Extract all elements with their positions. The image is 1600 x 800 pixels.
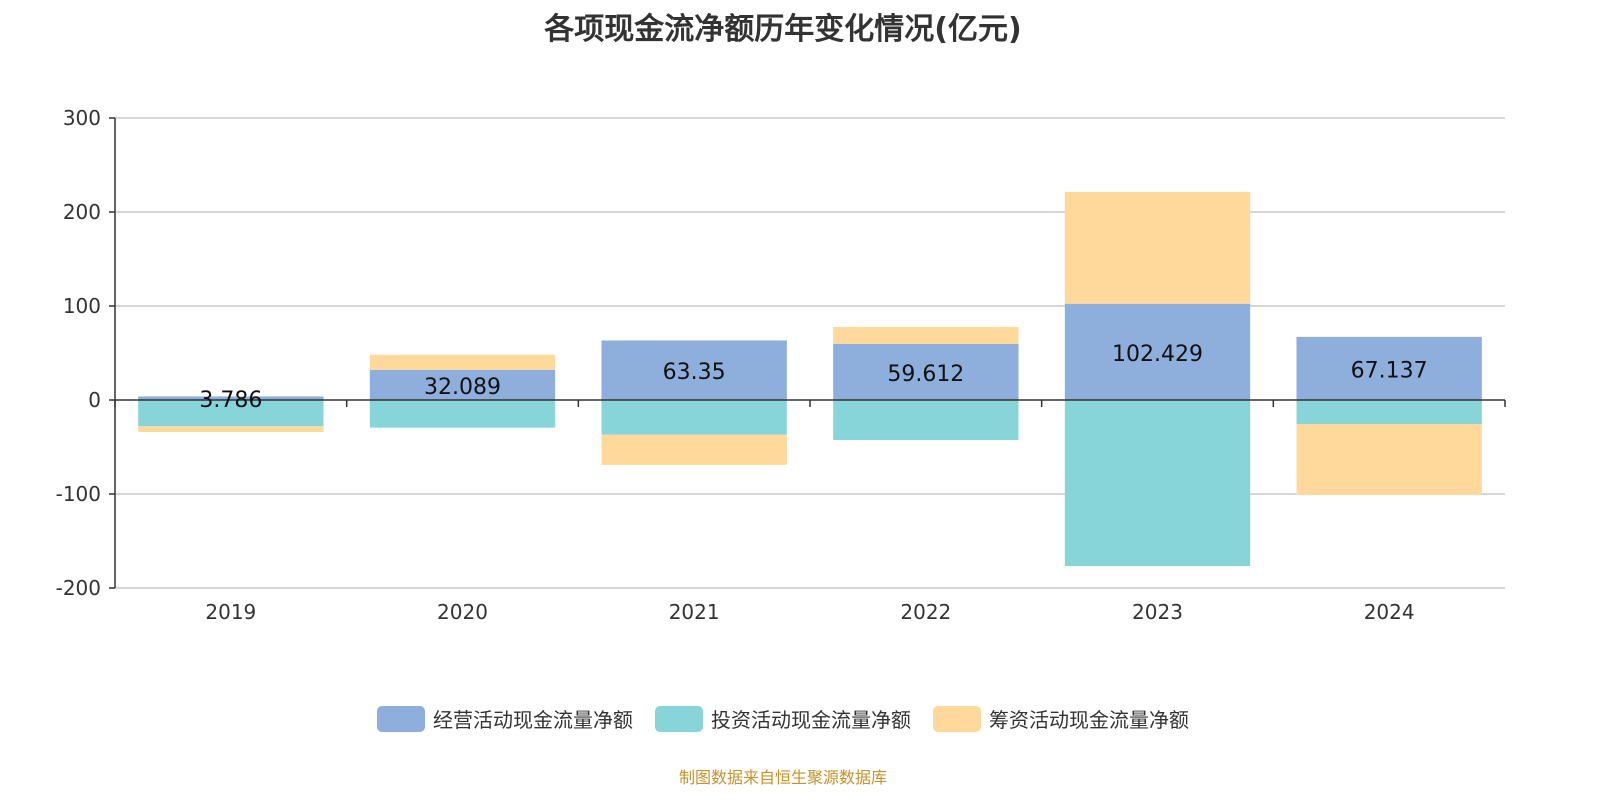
bar-2019 xyxy=(138,426,324,433)
bar-2021 xyxy=(601,400,787,435)
legend-item[interactable]: 投资活动现金流量净额 xyxy=(655,704,911,733)
y-tick-label: -100 xyxy=(56,482,101,506)
legend-label: 经营活动现金流量净额 xyxy=(433,708,633,732)
source-note: 制图数据来自恒生聚源数据库 xyxy=(678,768,887,787)
bar-2024 xyxy=(1296,336,1482,400)
bar-2021 xyxy=(601,340,787,400)
data-label: 3.786 xyxy=(199,388,262,413)
bar-2020 xyxy=(369,400,556,428)
data-label: 63.35 xyxy=(663,360,726,385)
x-tick-label: 2019 xyxy=(205,600,256,624)
bar-2024 xyxy=(1296,423,1482,495)
bar-2023 xyxy=(1064,303,1251,400)
legend-swatch xyxy=(655,705,703,732)
bar-2020 xyxy=(369,369,556,400)
x-tick-label: 2023 xyxy=(1132,600,1183,624)
x-tick-label: 2022 xyxy=(900,600,951,624)
legend: 经营活动现金流量净额 投资活动现金流量净额 筹资活动现金流量净额 xyxy=(0,704,1566,733)
x-tick-label: 2021 xyxy=(669,600,720,624)
legend-label: 筹资活动现金流量净额 xyxy=(989,708,1189,732)
data-label: 102.429 xyxy=(1112,342,1203,367)
bar-2024 xyxy=(1296,400,1482,424)
legend-item[interactable]: 筹资活动现金流量净额 xyxy=(933,704,1189,733)
legend-label: 投资活动现金流量净额 xyxy=(711,708,911,732)
y-tick-label: 0 xyxy=(88,388,101,412)
bar-2023 xyxy=(1064,191,1251,304)
data-label: 32.089 xyxy=(424,375,501,400)
data-label: 59.612 xyxy=(887,362,964,387)
y-tick-label: 200 xyxy=(63,200,101,224)
x-tick-label: 2024 xyxy=(1364,600,1415,624)
bar-2022 xyxy=(833,343,1019,400)
bar-2021 xyxy=(601,434,787,465)
legend-swatch xyxy=(933,705,981,732)
y-tick-label: 300 xyxy=(63,106,101,130)
legend-item[interactable]: 经营活动现金流量净额 xyxy=(377,704,633,733)
bar-2020 xyxy=(369,354,556,370)
chart-plot: -200 -100 0 100 200 300 2019 2020 2021 2022 2023 20… xyxy=(56,106,1506,624)
bar-2022 xyxy=(833,400,1019,440)
chart-title: 各项现金流净额历年变化情况(亿元) xyxy=(544,12,1022,47)
bar-2022 xyxy=(833,327,1019,344)
legend-swatch xyxy=(377,705,425,732)
bar-2019 xyxy=(138,396,324,400)
data-label: 67.137 xyxy=(1351,358,1428,383)
y-tick-label: -200 xyxy=(56,576,101,600)
bar-2019 xyxy=(138,400,324,427)
x-tick-label: 2020 xyxy=(437,600,488,624)
y-tick-label: 100 xyxy=(63,294,101,318)
bar-2023 xyxy=(1064,400,1251,567)
